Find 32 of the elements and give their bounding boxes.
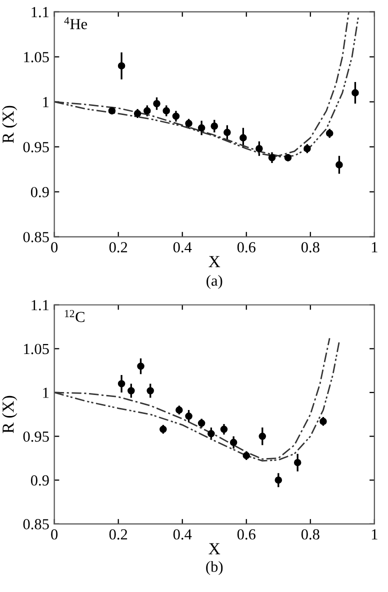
x-tick-label: 0.4 [173,242,192,252]
y-axis-title: R (X) [2,106,18,144]
x-tick-label: 0.4 [173,529,192,540]
annotation: $^{12}$C [64,310,84,322]
y-tick-label: 1 [43,97,49,108]
x-tick-label: 0.2 [109,529,128,540]
x-axis-title: X [208,543,220,554]
x-tick-label: 0.6 [237,242,256,252]
x-tick-label: 0.8 [301,529,320,540]
x-tick-label: 0 [51,242,58,252]
text: (a) [206,275,222,289]
x-tick-label: 1 [372,529,378,540]
y-tick-label: 0.95 [23,431,49,442]
y-tick-label: 0.85 [23,519,49,530]
x-tick-label: 0.2 [109,242,128,252]
y-tick-label: 0.9 [30,475,49,486]
y-tick-label: 1.1 [32,300,49,310]
x-tick-label: 0.6 [237,529,256,540]
y-tick-label: 0.9 [30,186,49,198]
y-tick-label: 0.95 [23,142,49,152]
x-tick-label: 0.8 [301,242,320,252]
x-tick-label: 1 [372,242,378,252]
y-tick-label: 1.1 [32,7,49,18]
y-axis-title: R (X) [2,396,18,434]
text: (b) [206,561,223,576]
y-tick-label: 1 [43,388,49,398]
x-axis-title: X [208,256,220,268]
x-tick-label: 0 [51,529,58,540]
annotation: $^{4}$He [64,17,88,30]
y-tick-label: 1.05 [24,52,49,62]
y-tick-label: 0.85 [23,232,49,242]
y-tick-label: 1.05 [24,344,49,354]
